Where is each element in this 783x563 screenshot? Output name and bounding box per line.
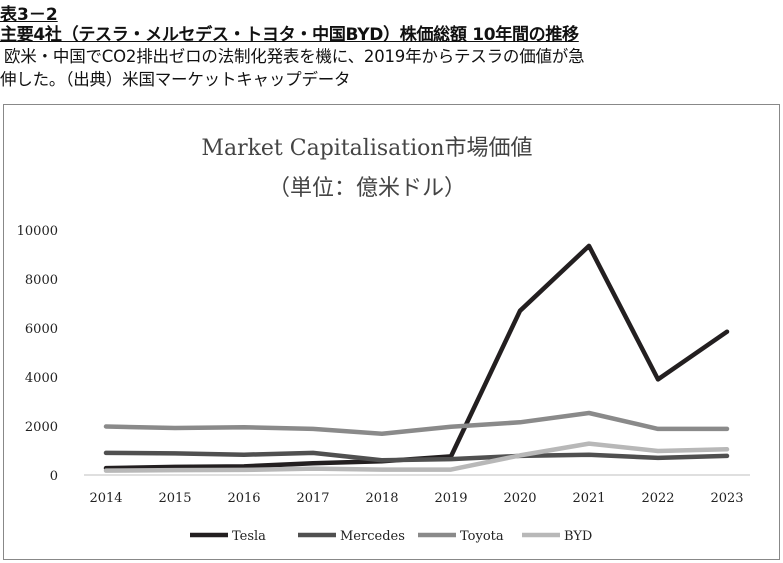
x-tick-label: 2021 [572, 491, 605, 506]
chart-title: Market Capitalisation市場価値 [201, 136, 532, 161]
x-tick-label: 2017 [296, 491, 329, 506]
x-tick-label: 2016 [227, 491, 260, 506]
x-axis: 2014 2015 2016 2017 2018 2019 2020 2021 2022 2023 [84, 474, 750, 506]
figure-title: 主要4社（テスラ・メルセデス・トヨタ・中国BYD）株価総額 10年間の推移 [0, 25, 579, 45]
y-axis: 0 2000 4000 6000 8000 10000 [17, 224, 58, 484]
x-tick-label: 2015 [158, 491, 191, 506]
chart-frame: Market Capitalisation市場価値 （単位：億米ドル） 0 200… [3, 104, 780, 560]
description-line-2: 伸した。（出典）米国マーケットキャップデータ [0, 70, 351, 89]
legend-label-toyota: Toyota [460, 529, 504, 544]
table-number: 表3－2 [0, 5, 58, 25]
x-tick-label: 2014 [89, 491, 122, 506]
y-tick-label: 4000 [25, 371, 58, 386]
x-tick-label: 2018 [365, 491, 398, 506]
plot-area [103, 243, 730, 473]
y-tick-label: 0 [50, 469, 58, 484]
y-tick-label: 10000 [17, 224, 58, 239]
legend-label-byd: BYD [564, 529, 592, 544]
x-tick-label: 2023 [710, 491, 743, 506]
series-line-byd [103, 441, 730, 473]
legend: Tesla Mercedes Toyota BYD [190, 529, 592, 544]
y-tick-label: 2000 [25, 420, 58, 435]
y-tick-label: 8000 [25, 273, 58, 288]
legend-label-mercedes: Mercedes [340, 529, 405, 544]
line-chart: Market Capitalisation市場価値 （単位：億米ドル） 0 200… [17, 136, 750, 544]
legend-label-tesla: Tesla [232, 529, 266, 544]
description-line-1: 欧米・中国でCO2排出ゼロの法制化発表を機に、2019年からテスラの価値が急 [4, 47, 585, 66]
series-line-mercedes [103, 450, 730, 463]
x-tick-label: 2022 [641, 491, 674, 506]
series-line-toyota [103, 410, 730, 437]
series-line-tesla [103, 243, 730, 471]
chart-subtitle: （単位：億米ドル） [268, 176, 466, 201]
y-tick-label: 6000 [25, 322, 58, 337]
x-tick-label: 2020 [503, 491, 536, 506]
x-tick-label: 2019 [434, 491, 467, 506]
